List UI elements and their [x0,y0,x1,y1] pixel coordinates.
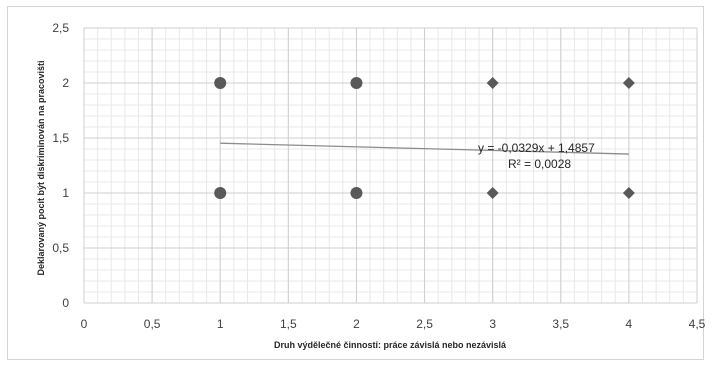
x-axis-title: Druh výdělečné činnosti: práce závislá n… [274,340,507,350]
data-point-marker [486,77,499,89]
x-tick-label: 2 [353,317,360,331]
x-tick-label: 0 [81,317,88,331]
y-tick-label: 2,5 [52,21,69,35]
y-tick-label: 0,5 [52,241,69,255]
minor-gridlines [83,27,698,304]
data-point-marker [622,187,635,199]
data-point-marker [622,77,635,89]
y-axis-title: Deklarovaný pocit být diskriminován na p… [36,60,46,275]
y-tick-label: 1 [62,186,69,200]
x-tick-label: 3 [489,317,496,331]
trendline [220,142,629,155]
major-gridlines [83,27,698,304]
x-tick-label: 4,5 [689,317,706,331]
y-axis-ticks: 0 0,5 1 1,5 2 2,5 [52,21,69,310]
x-tick-label: 4 [626,317,633,331]
data-point-marker [350,187,363,199]
data-point-marker [350,77,363,89]
x-tick-label: 0,5 [144,317,161,331]
y-tick-label: 2 [62,76,69,90]
data-point-marker [214,187,227,199]
x-tick-label: 3,5 [552,317,569,331]
data-point-marker [486,187,499,199]
data-point-marker [214,77,227,89]
x-tick-label: 1,5 [280,317,297,331]
trendline-r-squared: R² = 0,0028 [508,157,571,171]
data-points [214,77,635,199]
trendline-equation: y = -0,0329x + 1,4857 [478,141,595,155]
y-tick-label: 0 [62,296,69,310]
y-tick-label: 1,5 [52,131,69,145]
x-tick-label: 1 [217,317,224,331]
x-tick-label: 2,5 [416,317,433,331]
x-axis-ticks: 0 0,5 1 1,5 2 2,5 3 3,5 4 4,5 [81,317,706,331]
trendline-group [220,142,629,155]
